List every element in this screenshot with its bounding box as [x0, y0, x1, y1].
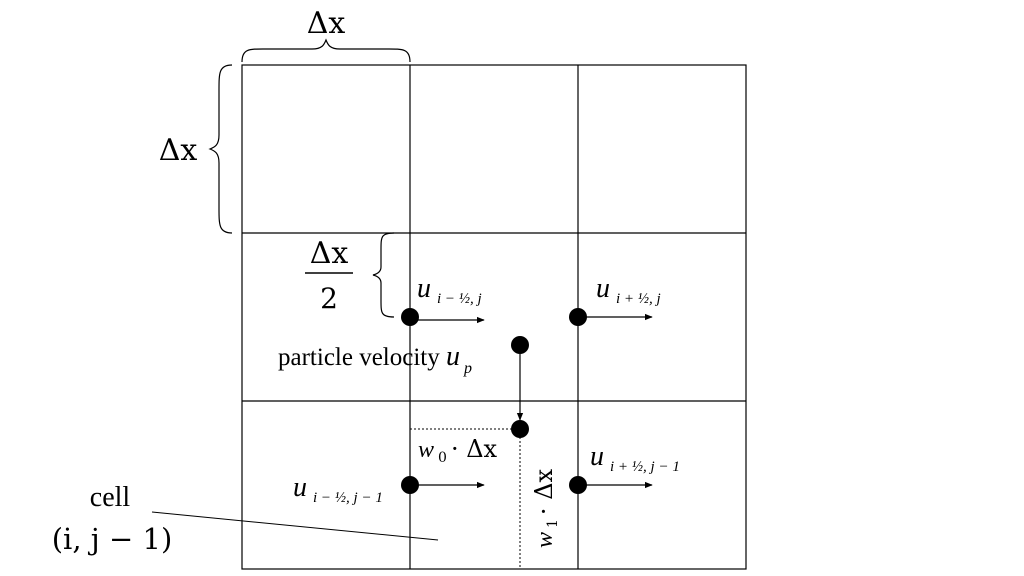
- u-left-mid-sub: i − ½, j: [437, 291, 482, 307]
- cell-pointer-line: [151, 511, 439, 541]
- w0-rest: · Δx: [451, 435, 498, 463]
- w1-sub: 1: [545, 519, 561, 528]
- half-cell-denominator: 2: [320, 282, 338, 315]
- top-brace: [241, 38, 411, 63]
- delta-x-left-label: Δx: [159, 133, 198, 168]
- cell-index: (i, j − 1): [52, 522, 173, 556]
- particle-velocity-label: particle velocity u p: [278, 341, 472, 377]
- u-right-bottom-label: u i + ½, j − 1: [590, 441, 680, 475]
- u-right-mid-main: u: [596, 273, 610, 304]
- particle-velocity-main: u: [446, 341, 460, 372]
- u-right-bottom-sub: i + ½, j − 1: [610, 459, 680, 475]
- u-right-mid-sub: i + ½, j: [616, 291, 661, 307]
- particle-velocity-text: particle velocity: [278, 344, 446, 371]
- w0-label: w 0 · Δx: [418, 435, 498, 466]
- u-left-mid-main: u: [417, 273, 431, 304]
- particle-dot-start: [511, 336, 529, 354]
- cell-word: cell: [90, 482, 131, 513]
- u-right-bottom-main: u: [590, 441, 604, 472]
- u-left-mid-label: u i − ½, j: [417, 273, 482, 307]
- w1-rest: · Δx: [530, 468, 558, 515]
- u-right-mid-label: u i + ½, j: [596, 273, 661, 307]
- w0-main: w: [418, 437, 434, 463]
- sample-dot-left-mid: [401, 308, 419, 326]
- w1-main: w: [532, 532, 558, 548]
- left-brace: [208, 64, 233, 234]
- delta-x-top-label: Δx: [307, 6, 346, 41]
- half-brace: [372, 232, 395, 318]
- u-left-bottom-sub: i − ½, j − 1: [313, 490, 383, 506]
- w0-sub: 0: [438, 450, 447, 466]
- particle-velocity-sub: p: [463, 360, 472, 377]
- half-cell-numerator: Δx: [310, 236, 349, 271]
- u-left-bottom-label: u i − ½, j − 1: [293, 472, 383, 506]
- w1-label: w 1 · Δx: [530, 468, 561, 548]
- u-left-bottom-main: u: [293, 472, 307, 503]
- grid-outline: [241, 64, 747, 570]
- w1-label-group: w 1 · Δx: [530, 468, 561, 548]
